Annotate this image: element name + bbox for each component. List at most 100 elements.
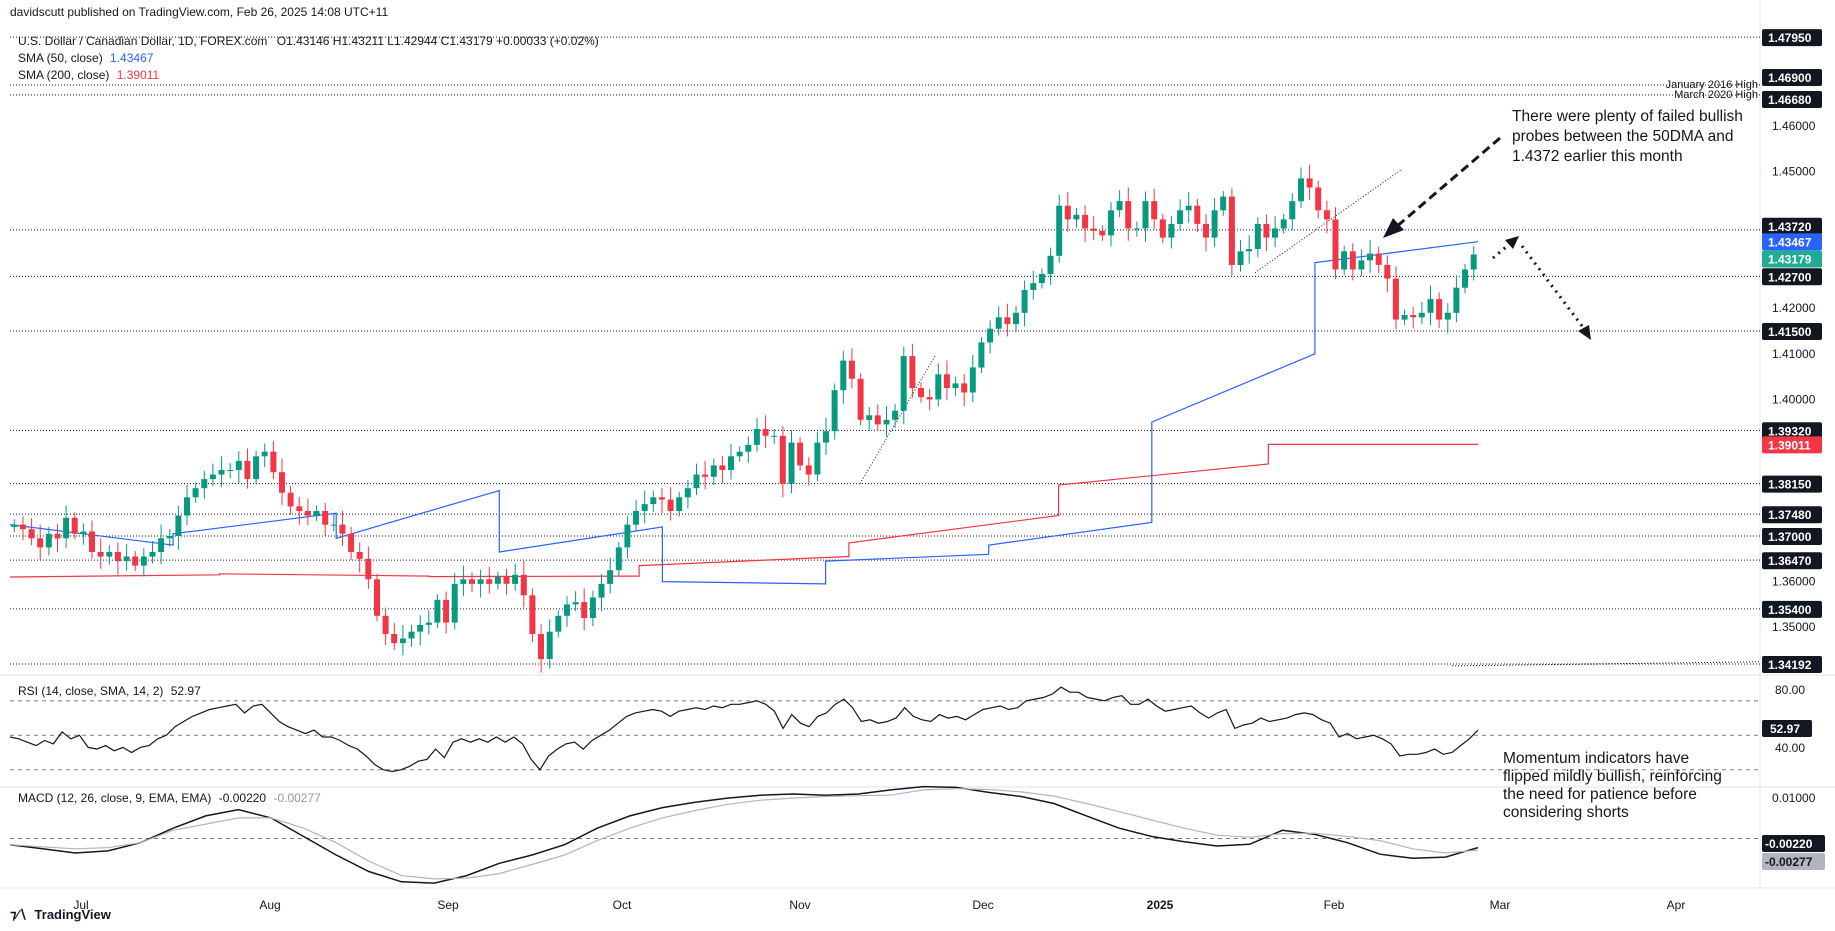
- candle-body: [1306, 178, 1313, 188]
- candle-body: [1099, 230, 1106, 236]
- candle-body: [1427, 299, 1434, 313]
- price-badge-text-10: 1.41500: [1768, 325, 1812, 339]
- candle-body: [37, 538, 44, 548]
- price-badge-text-18: 1.36470: [1768, 554, 1812, 568]
- candle-body: [11, 524, 18, 527]
- candle-body: [304, 511, 311, 516]
- candle-body: [1211, 210, 1218, 238]
- price-badge-text-8: 1.42700: [1768, 270, 1812, 284]
- price-badge-6: [1762, 233, 1822, 251]
- macd-label: MACD (12, 26, close, 9, EMA, EMA): [18, 791, 212, 805]
- candle-body: [935, 374, 942, 400]
- candle-body: [848, 360, 855, 379]
- arrow-to-50dma: [1394, 136, 1501, 230]
- candle-body: [650, 497, 657, 505]
- candle-body: [503, 577, 510, 584]
- candle-body: [1125, 201, 1132, 229]
- candle-body: [1047, 255, 1054, 274]
- candle-body: [598, 583, 605, 598]
- x-tick-nov: Nov: [789, 898, 810, 912]
- candle-body: [676, 497, 683, 511]
- macd-signal-line: [9, 787, 1479, 880]
- candle-body: [771, 435, 778, 437]
- price-tick-21: 1.35000: [1772, 620, 1816, 634]
- x-tick-dec: Dec: [972, 898, 993, 912]
- candle-body: [961, 383, 968, 393]
- candle-body: [857, 378, 864, 420]
- candle-body: [1194, 205, 1201, 224]
- candle-body: [1280, 219, 1287, 229]
- candle-body: [728, 456, 734, 470]
- candle-body: [788, 442, 795, 484]
- candle-body: [1375, 253, 1382, 265]
- candle-body: [408, 631, 415, 639]
- candle-body: [425, 622, 432, 625]
- price-badge-text-13: 1.39320: [1768, 424, 1812, 438]
- price-badge-text-14: 1.39011: [1768, 438, 1811, 452]
- price-badge-text-7: 1.43179: [1768, 253, 1812, 267]
- tradingview-brand: ⁊∕∖ TradingView: [10, 907, 111, 923]
- candle-body: [1462, 269, 1468, 288]
- candle-body: [1332, 219, 1339, 270]
- candle-body: [19, 524, 26, 530]
- candle-body: [1470, 254, 1477, 270]
- candle-body: [434, 599, 441, 623]
- candle-body: [261, 451, 268, 457]
- candle-body: [546, 631, 553, 659]
- candle-body: [719, 465, 726, 470]
- candle-body: [184, 497, 190, 516]
- price-badge-text-0: 1.47950: [1768, 31, 1812, 45]
- candle-body: [71, 517, 78, 534]
- candle-body: [348, 533, 355, 552]
- candle-body: [460, 579, 467, 584]
- candle-body: [615, 547, 622, 571]
- candle-body: [658, 497, 665, 500]
- x-tick-aug: Aug: [259, 898, 280, 912]
- price-badge-text-22: 1.34192: [1768, 658, 1812, 672]
- candle-body: [1410, 315, 1417, 318]
- candle-body: [1418, 312, 1425, 318]
- sma50-legend: SMA (50, close) 1.43467: [18, 51, 153, 65]
- price-badge-text-17: 1.37000: [1768, 530, 1812, 544]
- candle-body: [417, 624, 424, 632]
- macd-tick-001: 0.01000: [1772, 791, 1816, 805]
- macd-value: -0.00220: [218, 791, 267, 805]
- arrow-head-dotted-up: [1505, 236, 1519, 249]
- candle-body: [1004, 317, 1011, 325]
- candle-body: [443, 599, 450, 623]
- candle-body: [356, 552, 363, 559]
- candle-body: [374, 579, 380, 616]
- candle-body: [313, 511, 320, 516]
- candle-body: [710, 465, 717, 477]
- candle-body: [1263, 223, 1270, 238]
- sma50-label: SMA (50, close): [18, 51, 103, 65]
- candle-body: [762, 429, 769, 436]
- price-badge-1: [1762, 69, 1822, 86]
- sma200-line: [9, 443, 1478, 578]
- candle-body: [1064, 205, 1071, 220]
- price-badge-20: [1762, 600, 1822, 618]
- x-tick-jul: Jul: [73, 898, 88, 912]
- price-tick-4: 1.45000: [1772, 165, 1816, 179]
- candle-body: [633, 511, 639, 525]
- candle-body: [900, 356, 907, 411]
- candle-body: [874, 415, 881, 425]
- candle-body: [158, 538, 165, 552]
- candle-body: [1013, 312, 1019, 325]
- candle-body: [270, 451, 277, 473]
- candle-body: [97, 552, 104, 557]
- tradingview-brand-text: TradingView: [34, 907, 111, 922]
- candle-body: [572, 602, 579, 605]
- candle-body: [1298, 178, 1304, 202]
- candle-body: [840, 360, 847, 391]
- candle-body: [866, 415, 873, 420]
- candle-body: [1220, 196, 1227, 211]
- candle-body: [218, 470, 225, 475]
- candle-body: [1349, 251, 1356, 270]
- candle-body: [1073, 214, 1080, 220]
- trendline-nov: [859, 355, 936, 484]
- sma200-label: SMA (200, close): [18, 68, 110, 82]
- candle-body: [892, 410, 899, 420]
- candle-body: [494, 577, 501, 584]
- candle-body: [1358, 260, 1365, 270]
